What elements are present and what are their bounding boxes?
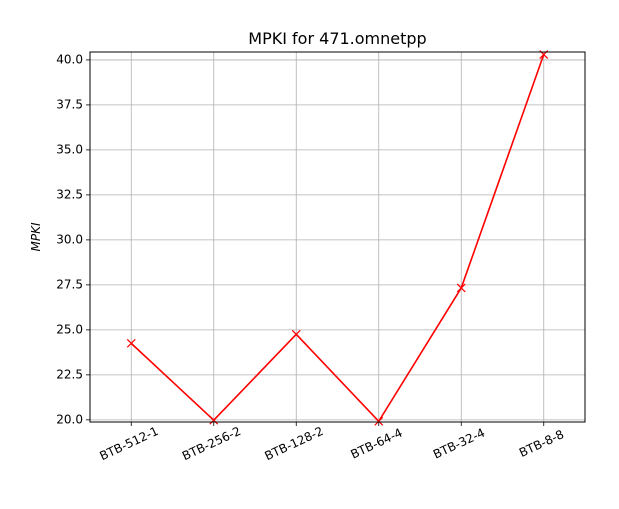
y-tick-label: 40.0 — [56, 52, 83, 66]
series-line — [130, 54, 545, 423]
data-point-marker — [209, 415, 219, 425]
y-tick-label: 30.0 — [56, 232, 83, 246]
plot-frame — [89, 51, 586, 423]
y-tick-label: 37.5 — [56, 97, 83, 111]
marker-stroke — [456, 283, 466, 293]
marker-stroke — [291, 329, 301, 339]
y-tick-label: 25.0 — [56, 322, 83, 336]
data-point-marker — [456, 283, 466, 293]
y-tick-label: 32.5 — [56, 187, 83, 201]
chart-title: MPKI for 471.omnetpp — [248, 29, 426, 48]
data-point-marker — [291, 329, 301, 339]
data-point-marker — [126, 338, 136, 348]
data-point-marker — [374, 416, 384, 426]
y-axis: 20.0 22.5 25.0 27.5 30.0 32.5 35.0 37.5 40.0 — [56, 52, 90, 426]
marker-stroke — [374, 416, 384, 426]
y-tick-label: 20.0 — [56, 412, 83, 426]
marker-stroke — [209, 415, 219, 425]
grid-lines — [90, 52, 585, 422]
marker-stroke — [126, 338, 136, 348]
series-layer — [126, 50, 549, 426]
y-axis-label: MPKI — [29, 222, 43, 251]
y-tick-label: 27.5 — [56, 277, 83, 291]
y-tick-label: 35.0 — [56, 142, 83, 156]
y-tick-label: 22.5 — [56, 367, 83, 381]
